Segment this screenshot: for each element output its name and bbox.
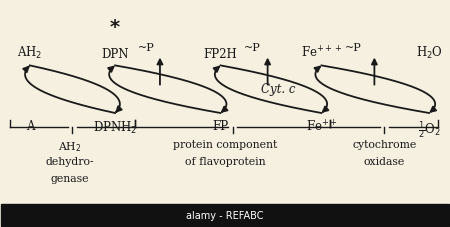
Text: cytochrome: cytochrome: [352, 139, 416, 149]
Text: DPN: DPN: [101, 47, 129, 60]
Text: $\frac{1}{2}$O$_2$: $\frac{1}{2}$O$_2$: [418, 119, 441, 141]
Text: AH$_2$: AH$_2$: [58, 139, 82, 153]
Text: H$_2$O: H$_2$O: [416, 44, 443, 60]
Text: of flavoprotein: of flavoprotein: [184, 156, 266, 166]
Text: AH$_2$: AH$_2$: [17, 44, 43, 60]
Text: protein component: protein component: [173, 139, 277, 149]
Text: genase: genase: [51, 173, 90, 183]
Text: ~P: ~P: [345, 43, 361, 53]
Text: alamy - REFABC: alamy - REFABC: [186, 210, 264, 220]
Text: Cyt. c: Cyt. c: [261, 82, 295, 95]
Text: A: A: [26, 119, 34, 132]
Text: DPNH$_2$: DPNH$_2$: [93, 119, 137, 135]
Text: ~P: ~P: [243, 43, 260, 53]
Text: Fe$^{+++}$: Fe$^{+++}$: [301, 45, 342, 60]
Text: oxidase: oxidase: [364, 156, 405, 166]
Text: FP2H: FP2H: [204, 47, 238, 60]
Text: Fe$^{++}$: Fe$^{++}$: [306, 119, 338, 134]
Text: dehydro-: dehydro-: [46, 156, 94, 166]
Text: ~P: ~P: [138, 43, 155, 53]
Bar: [1, 204, 449, 226]
Text: FP: FP: [212, 119, 229, 132]
Text: *: *: [110, 18, 120, 37]
